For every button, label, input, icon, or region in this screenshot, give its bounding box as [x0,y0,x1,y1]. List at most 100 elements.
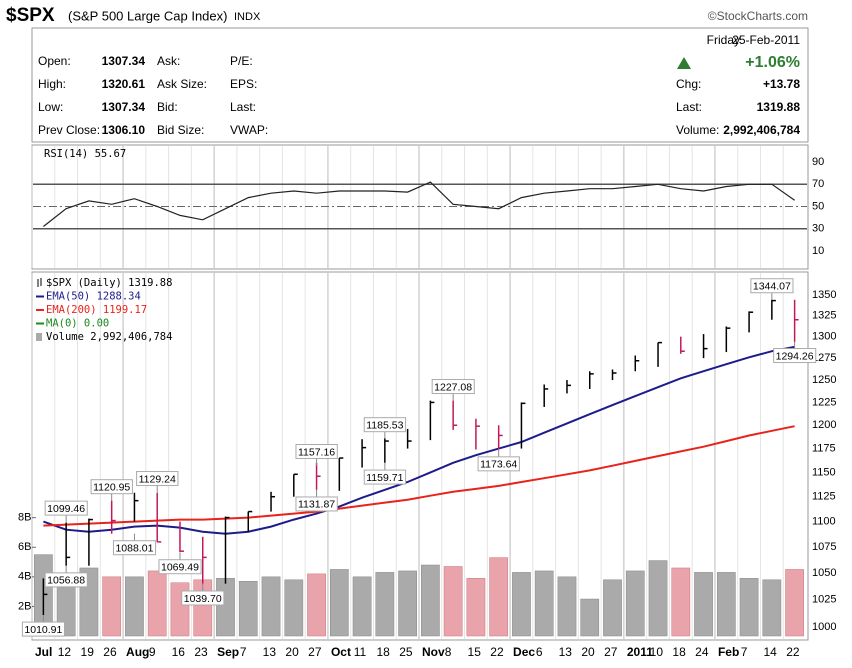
annotation-box [363,469,407,485]
y-tick-label: 1075 [812,541,836,553]
volume-bar [125,576,144,637]
annotation-box [44,500,88,516]
y-tick-label: 1200 [812,419,836,431]
annotation-label: 1227.08 [434,381,472,393]
annotation-label: 1294.26 [776,350,814,362]
x-tick-label: Sep [217,645,239,659]
day: Friday [707,33,740,47]
y2-tick-label: 4B [18,571,31,583]
annotation-label: 1056.88 [47,575,85,587]
annotation-box [181,590,225,606]
x-tick-label: 10 [650,645,664,659]
volume-bar [352,576,372,637]
volume-bar [466,578,486,637]
volume-bar [284,579,304,637]
volume-bar [398,570,417,637]
symbol: $SPX [6,5,55,26]
y-tick-label: 1300 [812,331,836,343]
x-tick-label: 27 [308,645,322,659]
annotation-label: 1129.24 [139,473,176,485]
volume-bar [421,564,440,637]
x-tick-label: 23 [194,645,208,659]
volume-bar [489,557,509,637]
quote-label: Bid: [157,100,178,114]
y-tick-label: 1225 [812,396,836,408]
x-tick-label: 6 [536,645,543,659]
volume-bar [512,572,531,637]
volume-bar [739,578,759,637]
x-tick-label: 9 [149,645,156,659]
volume-bar [375,572,395,637]
x-tick-label: 24 [695,645,709,659]
annotation-box [750,278,794,294]
quote-label: Low: [38,100,63,114]
quote-value: 1306.10 [102,123,146,137]
volume-bar [671,567,691,637]
legend-entry: Volume 2,992,406,784 [46,331,172,343]
quote-value: 1307.34 [102,54,146,68]
annotation-label: 1157.16 [298,446,335,458]
quote-label: Prev Close: [38,123,100,137]
x-tick-label: 8 [445,645,452,659]
volume-bar [238,581,258,637]
x-tick-label: 18 [672,645,686,659]
volume-bar [443,566,463,637]
volume-bar [307,573,326,637]
x-tick-label: 12 [58,645,72,659]
quote-value: 1320.61 [102,77,146,91]
x-tick-label: 11 [354,645,367,659]
annotation-label: 1099.46 [47,503,85,515]
x-tick-label: 13 [559,645,573,659]
annotation-label: 1120.95 [93,481,130,493]
y-tick-label: 1325 [812,309,836,321]
x-tick-label: 14 [763,645,777,659]
x-tick-label: 20 [285,645,299,659]
volume-bar [580,598,600,637]
legend-entry: EMA(200) 1199.17 [46,304,147,316]
x-tick-label: Oct [331,645,351,659]
x-tick-label: 19 [81,645,95,659]
rsi-line [43,181,795,227]
change-pct: +1.06% [745,54,800,71]
y-tick-label: 30 [812,223,824,235]
x-tick-label: 13 [263,645,277,659]
volume-bar [261,576,281,637]
quote-value: +13.78 [763,77,800,91]
volume-bar [329,569,349,637]
y-tick-label: 1050 [812,567,836,579]
volume-bar [762,579,782,637]
y-tick-label: 1350 [812,289,836,301]
y-tick-label: 1100 [812,515,836,527]
annotation-box [136,471,179,487]
annotation-box [363,417,407,433]
volume-bar [147,570,167,637]
y-tick-label: 1125 [812,491,836,503]
x-tick-label: Nov [422,645,445,659]
quote-value: 1307.34 [102,100,146,114]
quote-label: Ask Size: [157,77,207,91]
quote-label: Ask: [157,54,180,68]
quote-label: EPS: [230,77,257,91]
volume-bar [603,579,622,637]
up-arrow [677,57,691,69]
annotation-label: 1344.07 [753,281,791,293]
x-tick-label: Aug [126,645,149,659]
exchange: INDX [234,11,261,23]
quote-label: Open: [38,54,71,68]
annotation-box [44,572,88,588]
y-tick-label: 70 [812,178,824,190]
ema-line [43,425,795,527]
quote-label: High: [38,77,66,91]
quote-label: VWAP: [230,123,268,137]
annotation-label: 1010.91 [24,624,62,636]
annotation-box [295,496,338,512]
annotation-box [112,540,157,556]
quote-label: Chg: [676,77,701,91]
volume-bar [785,569,804,637]
y-tick-label: 10 [812,245,824,257]
annotation-box [295,444,338,460]
volume-bar [534,570,554,637]
y-tick-label: 1175 [812,442,836,454]
legend-entry: MA(0) 0.00 [46,318,109,330]
